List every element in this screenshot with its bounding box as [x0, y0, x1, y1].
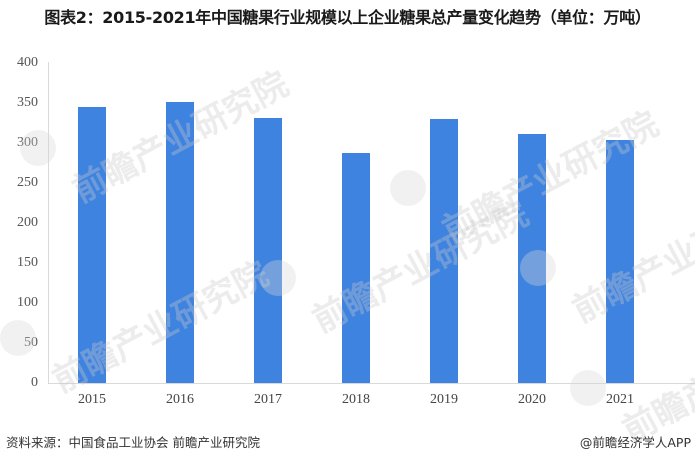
bar-2015	[78, 107, 106, 383]
y-tick-label: 400	[17, 55, 38, 70]
x-tick-label: 2018	[342, 392, 370, 407]
bar-chart: 400 350 300 250 200 150 100 50 0 2015 2016 2017 201…	[17, 55, 695, 407]
bar-2016	[166, 102, 194, 383]
y-tick-label: 100	[17, 295, 38, 310]
y-tick-label: 300	[17, 135, 38, 150]
bar-2019	[430, 119, 458, 383]
x-axis-line	[48, 383, 695, 384]
x-tick-label: 2015	[78, 392, 106, 407]
y-tick-label: 50	[24, 335, 38, 350]
chart-title: 图表2：2015-2021年中国糖果行业规模以上企业糖果总产量变化趋势（单位：万…	[44, 8, 651, 27]
x-tick-label: 2016	[166, 392, 194, 407]
y-tick-label: 200	[17, 215, 38, 230]
y-axis-line	[48, 62, 49, 384]
bar-2021	[606, 139, 634, 383]
bar-2020	[518, 134, 546, 383]
y-tick-label: 250	[17, 175, 38, 190]
bar-2017	[254, 118, 282, 383]
source-note: 资料来源：中国食品工业协会 前瞻产业研究院	[6, 435, 260, 450]
x-tick-label: 2019	[430, 392, 458, 407]
y-tick-label: 150	[17, 255, 38, 270]
credit-note: @前瞻经济学人APP	[579, 435, 691, 450]
x-tick-label: 2020	[518, 392, 546, 407]
y-tick-label: 0	[31, 375, 38, 390]
bar-2018	[342, 152, 370, 383]
x-tick-label: 2017	[254, 392, 282, 407]
y-tick-label: 350	[17, 95, 38, 110]
x-tick-label: 2021	[606, 392, 634, 407]
